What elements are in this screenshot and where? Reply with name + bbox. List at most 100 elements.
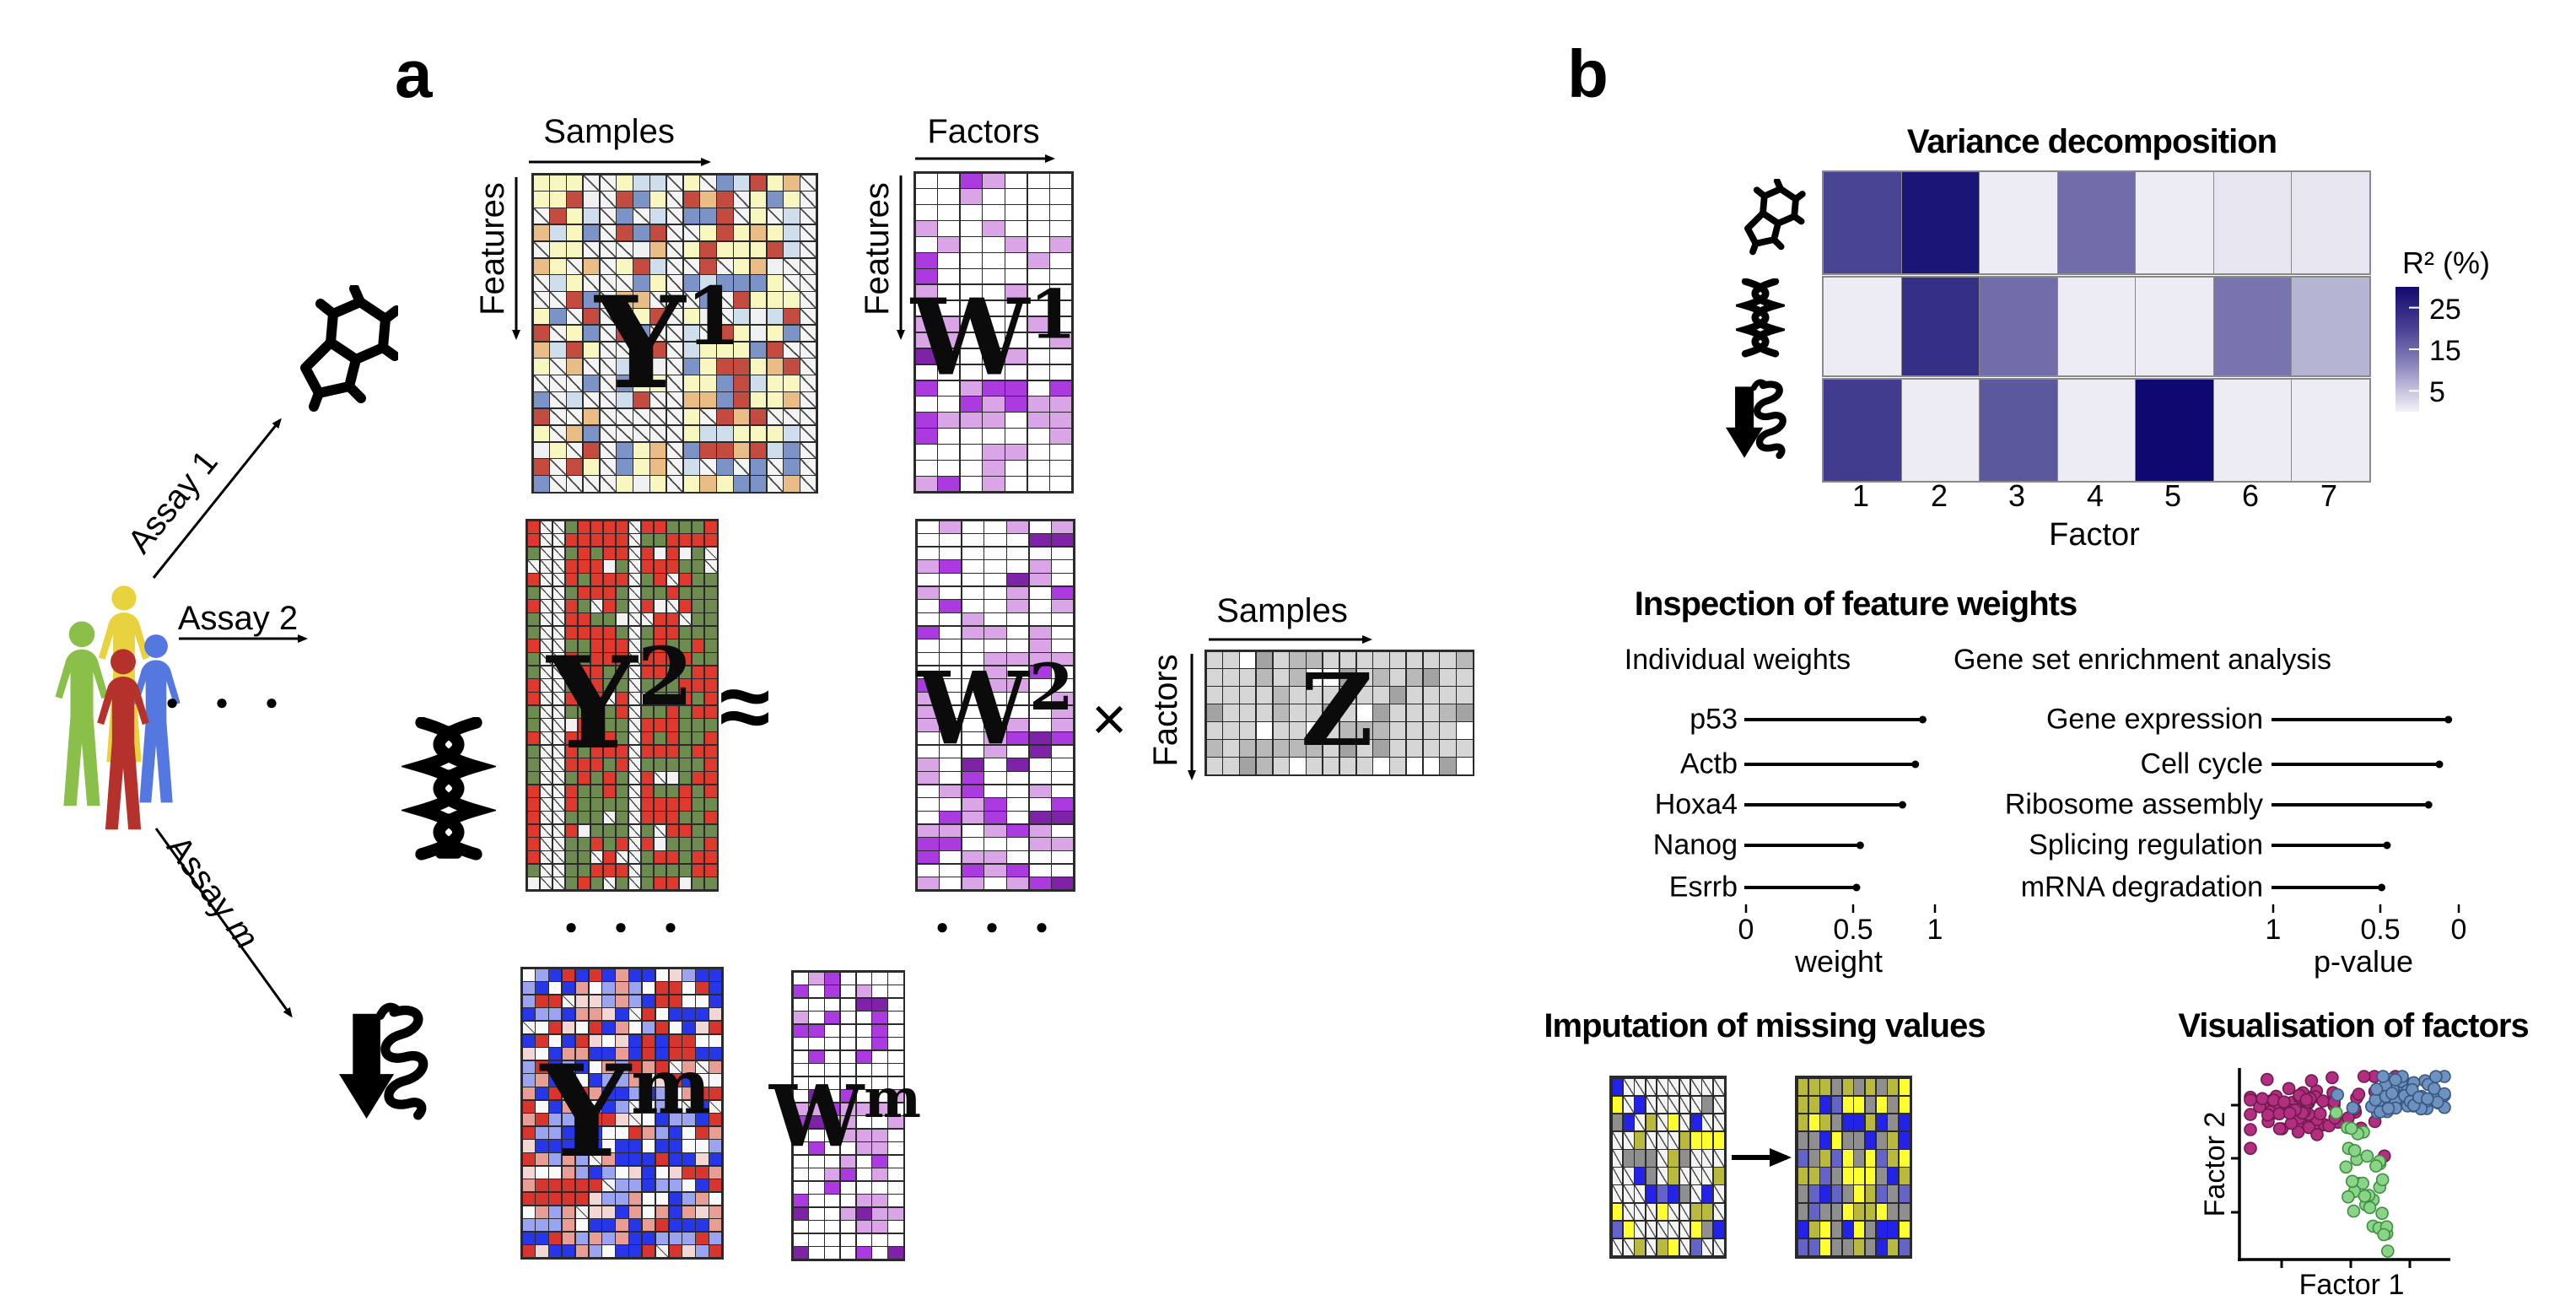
scatter-point [2401, 1099, 2415, 1113]
matrix-cell [590, 864, 603, 877]
matrix-cell [1029, 705, 1051, 718]
matrix-cell [704, 851, 717, 864]
matrix-cell [655, 1060, 669, 1073]
matrix-cell [1007, 521, 1029, 533]
matrix-cell [1623, 1078, 1634, 1096]
matrix-cell [1005, 189, 1027, 204]
matrix-cell [1820, 1078, 1831, 1096]
matrix-cell [825, 1195, 840, 1207]
matrix-cell [940, 626, 962, 639]
matrix-cell [682, 1153, 695, 1166]
matrix-cell [1050, 461, 1072, 476]
matrix-cell [1876, 1131, 1887, 1149]
scatter-point [2325, 1071, 2339, 1085]
matrix-cell [1899, 1096, 1910, 1114]
matrix-cell [602, 982, 615, 995]
matrix-cell [1323, 669, 1339, 686]
panel-a-label: a [395, 36, 433, 111]
matrix-cell [666, 560, 679, 573]
matrix-cell [1865, 1150, 1876, 1167]
matrix-cell [917, 613, 939, 626]
matrix-cell [567, 459, 583, 475]
matrix-cell [793, 1116, 808, 1129]
matrix-cell [603, 824, 616, 837]
matrix-cell [578, 613, 590, 626]
matrix-cell [641, 693, 654, 705]
matrix-cell [578, 745, 590, 758]
matrix-cell [1052, 758, 1074, 771]
matrix-cell [1679, 1131, 1690, 1149]
matrix-cell [1668, 1238, 1679, 1256]
matrix-cell [717, 208, 733, 224]
matrix-cell [825, 1064, 840, 1076]
matrix-cell [709, 1060, 722, 1073]
matrix-cell [1612, 1131, 1623, 1149]
matrix-cell [549, 1114, 562, 1126]
matrix-cell [536, 1008, 548, 1021]
matrix-cell [1007, 574, 1029, 586]
scatter-point [2331, 1115, 2345, 1129]
matrix-cell [917, 745, 939, 758]
matrix-cell [602, 1008, 615, 1021]
matrix-cell [1027, 348, 1049, 364]
matrix-cell [567, 292, 583, 308]
heatmap-cell [1901, 172, 1980, 273]
matrix-cell [1797, 1131, 1808, 1149]
scatter-point [2362, 1189, 2376, 1202]
matrix-cell [983, 461, 1005, 476]
matrix-cell [650, 442, 666, 458]
matrix-cell [856, 1024, 871, 1037]
matrix-cell [616, 1034, 628, 1047]
matrix-cell [549, 1206, 562, 1218]
matrix-cell [683, 192, 699, 208]
matrix-cell [984, 838, 1006, 850]
matrix-cell [1007, 851, 1029, 864]
matrix-cell [600, 325, 616, 342]
matrix-cell [1646, 1238, 1657, 1256]
matrix-cell [666, 241, 683, 258]
matrix-cell [654, 864, 666, 877]
matrix-cell [962, 732, 984, 745]
matrix-cell [962, 521, 984, 533]
matrix-cell [1240, 704, 1256, 721]
matrix-cell [549, 1034, 562, 1047]
matrix-cell [533, 408, 549, 425]
matrix-cell [628, 732, 641, 745]
matrix-cell [527, 877, 540, 890]
matrix-cell [809, 1207, 824, 1220]
matrix-cell [1027, 237, 1049, 252]
matrix-cell [1713, 1168, 1724, 1184]
matrix-cell [1423, 669, 1439, 686]
matrix-cell [1646, 1096, 1657, 1114]
matrix-cell [550, 408, 566, 425]
matrix-cell [683, 408, 699, 425]
matrix-cell [1440, 758, 1456, 774]
matrix-cell [602, 1206, 615, 1218]
matrix-label-y1: Y1 [595, 269, 741, 418]
matrix-cell [666, 476, 683, 492]
matrix-cell [600, 208, 616, 224]
matrix-cell [590, 812, 603, 824]
matrix-cell [642, 1166, 655, 1179]
protein-row-icon [1726, 379, 1786, 460]
matrix-cell [1440, 740, 1456, 757]
matrix-cell [1029, 824, 1051, 837]
matrix-cell [655, 995, 669, 1007]
matrix-cell [784, 275, 800, 291]
matrix-cell [983, 221, 1005, 236]
matrix-cell [700, 241, 716, 258]
matrix-cell [915, 205, 937, 220]
matrix-cell [575, 1100, 589, 1113]
matrix-cell [617, 325, 633, 342]
matrix-cell [522, 1245, 535, 1258]
matrix-cell [666, 705, 679, 718]
matrix-cell [666, 653, 679, 666]
matrix-cell [1797, 1203, 1808, 1221]
matrix-cell [767, 476, 783, 492]
matrix-cell [793, 1050, 808, 1063]
matrix-cell [629, 1060, 642, 1073]
axis-tick-label: 1 [1927, 914, 1943, 946]
matrix-cell [578, 824, 590, 837]
matrix-cell [628, 600, 641, 612]
matrix-cell [1027, 269, 1049, 284]
